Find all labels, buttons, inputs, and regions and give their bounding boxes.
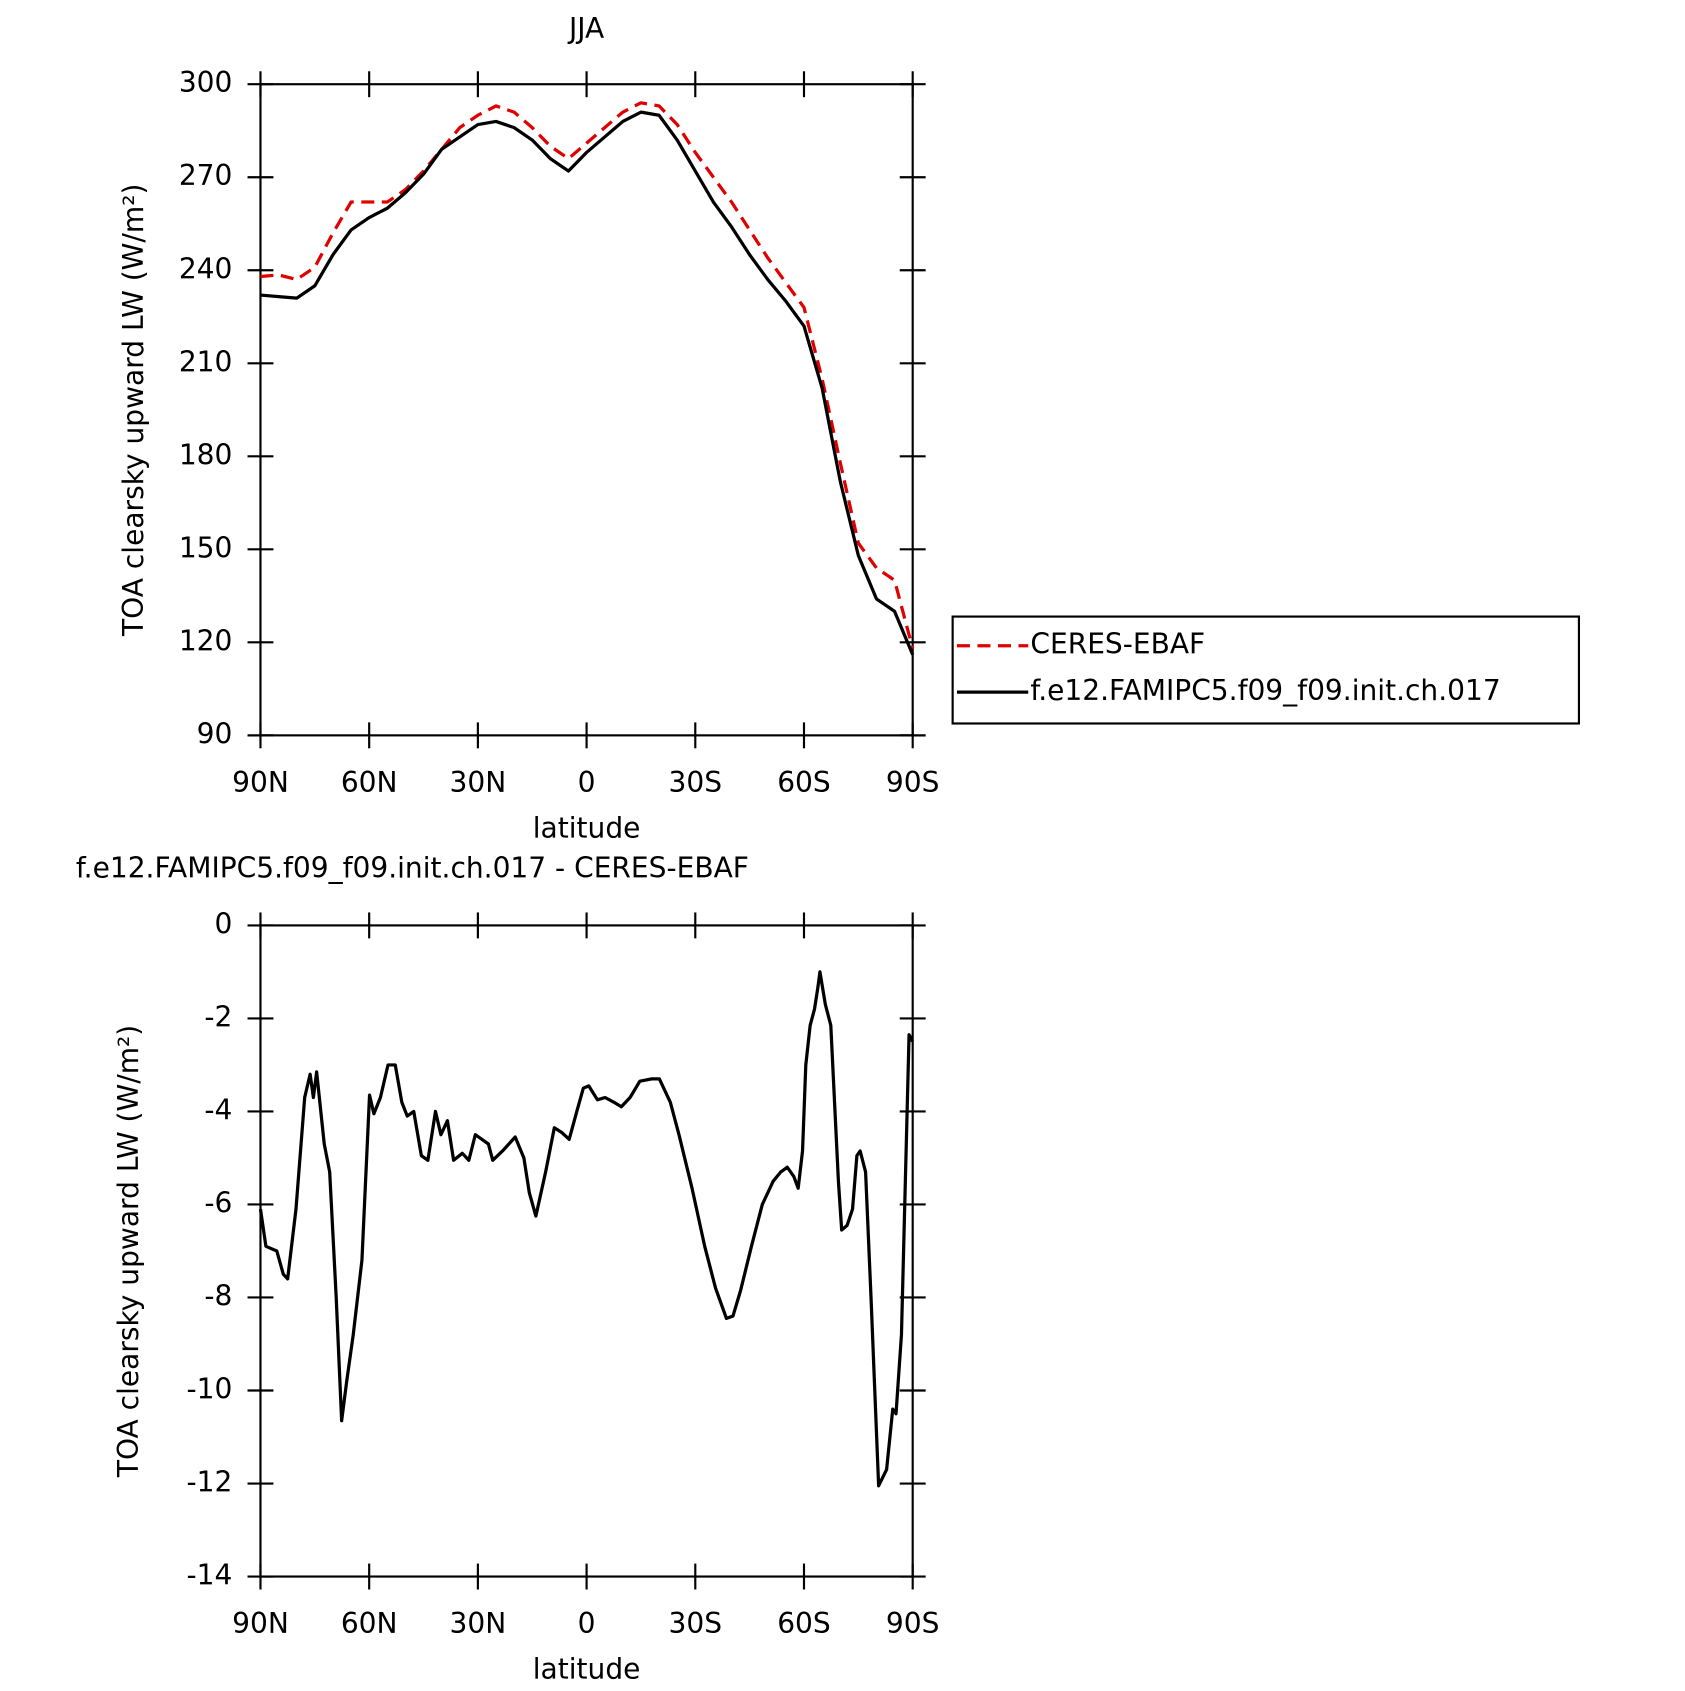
y-tick-label: -14 xyxy=(187,1559,233,1592)
y-tick-label: 300 xyxy=(179,66,233,99)
y-axis-label: TOA clearsky upward LW (W/m²) xyxy=(112,1025,145,1478)
x-tick-label: 90S xyxy=(886,1607,940,1640)
y-tick-label: -6 xyxy=(204,1186,232,1219)
x-tick-label: 90N xyxy=(232,766,289,799)
y-tick-label: 150 xyxy=(179,531,233,564)
chart-title: JJA xyxy=(567,12,604,45)
plot-frame xyxy=(259,924,914,1578)
data-line xyxy=(260,101,915,649)
x-axis-label: latitude xyxy=(533,811,641,844)
y-tick-label: 270 xyxy=(179,159,233,192)
plot-frame xyxy=(259,83,914,737)
y-tick-label: 240 xyxy=(179,252,233,285)
y-tick-label: -4 xyxy=(204,1093,232,1126)
y-tick-label: 180 xyxy=(179,438,233,471)
y-tick-label: 90 xyxy=(197,717,233,750)
x-tick-label: 90N xyxy=(232,1607,289,1640)
legend-label: f.e12.FAMIPC5.f09_f09.init.ch.017 xyxy=(1030,674,1500,707)
data-line xyxy=(260,110,915,656)
x-axis-label: latitude xyxy=(533,1652,641,1685)
x-tick-label: 60N xyxy=(341,1607,398,1640)
x-tick-label: 30S xyxy=(669,766,723,799)
x-tick-label: 30N xyxy=(450,1607,507,1640)
y-tick-label: 0 xyxy=(215,907,233,940)
x-tick-label: 60S xyxy=(777,1607,831,1640)
y-tick-label: -8 xyxy=(204,1279,232,1312)
x-tick-label: 0 xyxy=(578,766,596,799)
y-tick-label: 120 xyxy=(179,624,233,657)
x-tick-label: 30S xyxy=(669,1607,723,1640)
legend-label: CERES-EBAF xyxy=(1030,628,1205,661)
y-axis-label: TOA clearsky upward LW (W/m²) xyxy=(117,184,150,637)
x-tick-label: 60S xyxy=(777,766,831,799)
y-tick-label: -12 xyxy=(187,1466,233,1499)
x-tick-label: 60N xyxy=(341,766,398,799)
data-line xyxy=(258,970,915,1488)
y-tick-label: -10 xyxy=(187,1373,233,1406)
x-tick-label: 30N xyxy=(450,766,507,799)
x-tick-label: 90S xyxy=(886,766,940,799)
legend-box xyxy=(951,615,1581,725)
x-tick-label: 0 xyxy=(578,1607,596,1640)
y-tick-label: -2 xyxy=(204,1000,232,1033)
y-tick-label: 210 xyxy=(179,345,233,378)
chart-title: f.e12.FAMIPC5.f09_f09.init.ch.017 - CERE… xyxy=(76,851,749,884)
